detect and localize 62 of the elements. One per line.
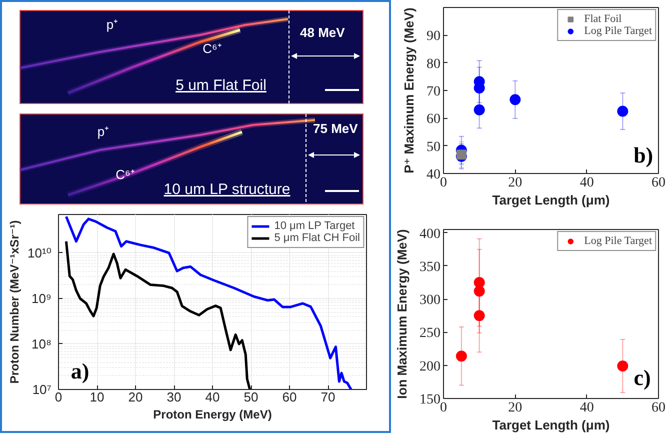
- point: [474, 310, 485, 322]
- legend-label: Log Pile Target: [584, 235, 652, 247]
- legend-label: 5 μm Flat CH Foil: [274, 232, 360, 244]
- text: p⁺: [97, 124, 109, 139]
- text: 10 um LP structure: [164, 181, 290, 198]
- x-tick-label: 30: [166, 390, 182, 404]
- text: 5 um Flat Foil: [176, 77, 266, 94]
- x-axis-title: Proton Energy (MeV): [153, 408, 272, 422]
- y-tick-label: 60: [426, 112, 440, 128]
- x-tick-label: 0: [440, 176, 447, 190]
- x-tick-label: 10: [90, 390, 104, 404]
- x-tick-label: 20: [128, 390, 143, 404]
- x-tick-label: 40: [580, 400, 594, 416]
- x-axis-title: Target Length (μm): [492, 418, 610, 432]
- y-axis-title: P⁺ Maximum Energy (MeV): [402, 8, 416, 174]
- x-tick-label: 20: [508, 400, 522, 416]
- y-tick-label: 200: [420, 359, 440, 374]
- legend-label: 10 μm LP Target: [274, 220, 355, 232]
- y-tick-label: 50: [426, 140, 440, 155]
- text: 48 MeV: [300, 25, 346, 40]
- text: 75 MeV: [313, 121, 358, 136]
- annotation: a): [70, 358, 90, 384]
- text: p⁺: [106, 17, 118, 32]
- x-tick-label: 40: [205, 390, 220, 404]
- y-axis-title: Proton Number (MeV⁻¹xSr⁻¹): [8, 220, 22, 384]
- text: C⁶⁺: [202, 41, 222, 56]
- legend-label: Log Pile Target: [584, 25, 652, 37]
- point: [474, 277, 485, 288]
- y-tick-label: 10⁷: [32, 382, 52, 397]
- x-tick-label: 70: [320, 390, 336, 404]
- x-tick-label: 60: [282, 390, 297, 404]
- y-tick-label: 10⁸: [32, 336, 52, 352]
- y-axis-title: Ion Maximum Energy (MeV): [394, 229, 410, 399]
- annotation: c): [634, 365, 651, 390]
- point: [474, 286, 485, 297]
- y-tick-label: 300: [420, 293, 440, 308]
- x-tick-label: 40: [580, 176, 594, 190]
- x-tick-label: 60: [652, 400, 666, 416]
- x-axis-title: Target Length (μm): [492, 192, 610, 208]
- y-tick-label: 350: [420, 260, 440, 275]
- x-tick-label: 0: [440, 400, 447, 416]
- x-tick-label: 20: [508, 176, 522, 190]
- annotation: b): [634, 142, 654, 168]
- y-tick-label: 90: [426, 29, 440, 44]
- x-tick-label: 50: [244, 390, 258, 404]
- y-tick-label: 400: [420, 226, 440, 242]
- x-tick-label: 0: [54, 390, 62, 404]
- legend-label: Flat Foil: [584, 13, 622, 25]
- point: [510, 94, 521, 106]
- y-tick-label: 80: [426, 56, 440, 72]
- point: [617, 360, 628, 372]
- y-tick-label: 250: [420, 326, 440, 342]
- x-tick-label: 60: [652, 176, 666, 190]
- text: C⁶⁺: [116, 167, 134, 182]
- y-tick-label: 10⁹: [31, 290, 52, 306]
- point: [617, 106, 628, 117]
- y-tick-label: 70: [426, 84, 440, 100]
- point: [456, 350, 467, 362]
- point: [474, 104, 485, 116]
- line-series: [64, 240, 252, 390]
- y-tick-label: 150: [420, 392, 440, 408]
- y-tick-label: 10¹⁰: [28, 245, 52, 260]
